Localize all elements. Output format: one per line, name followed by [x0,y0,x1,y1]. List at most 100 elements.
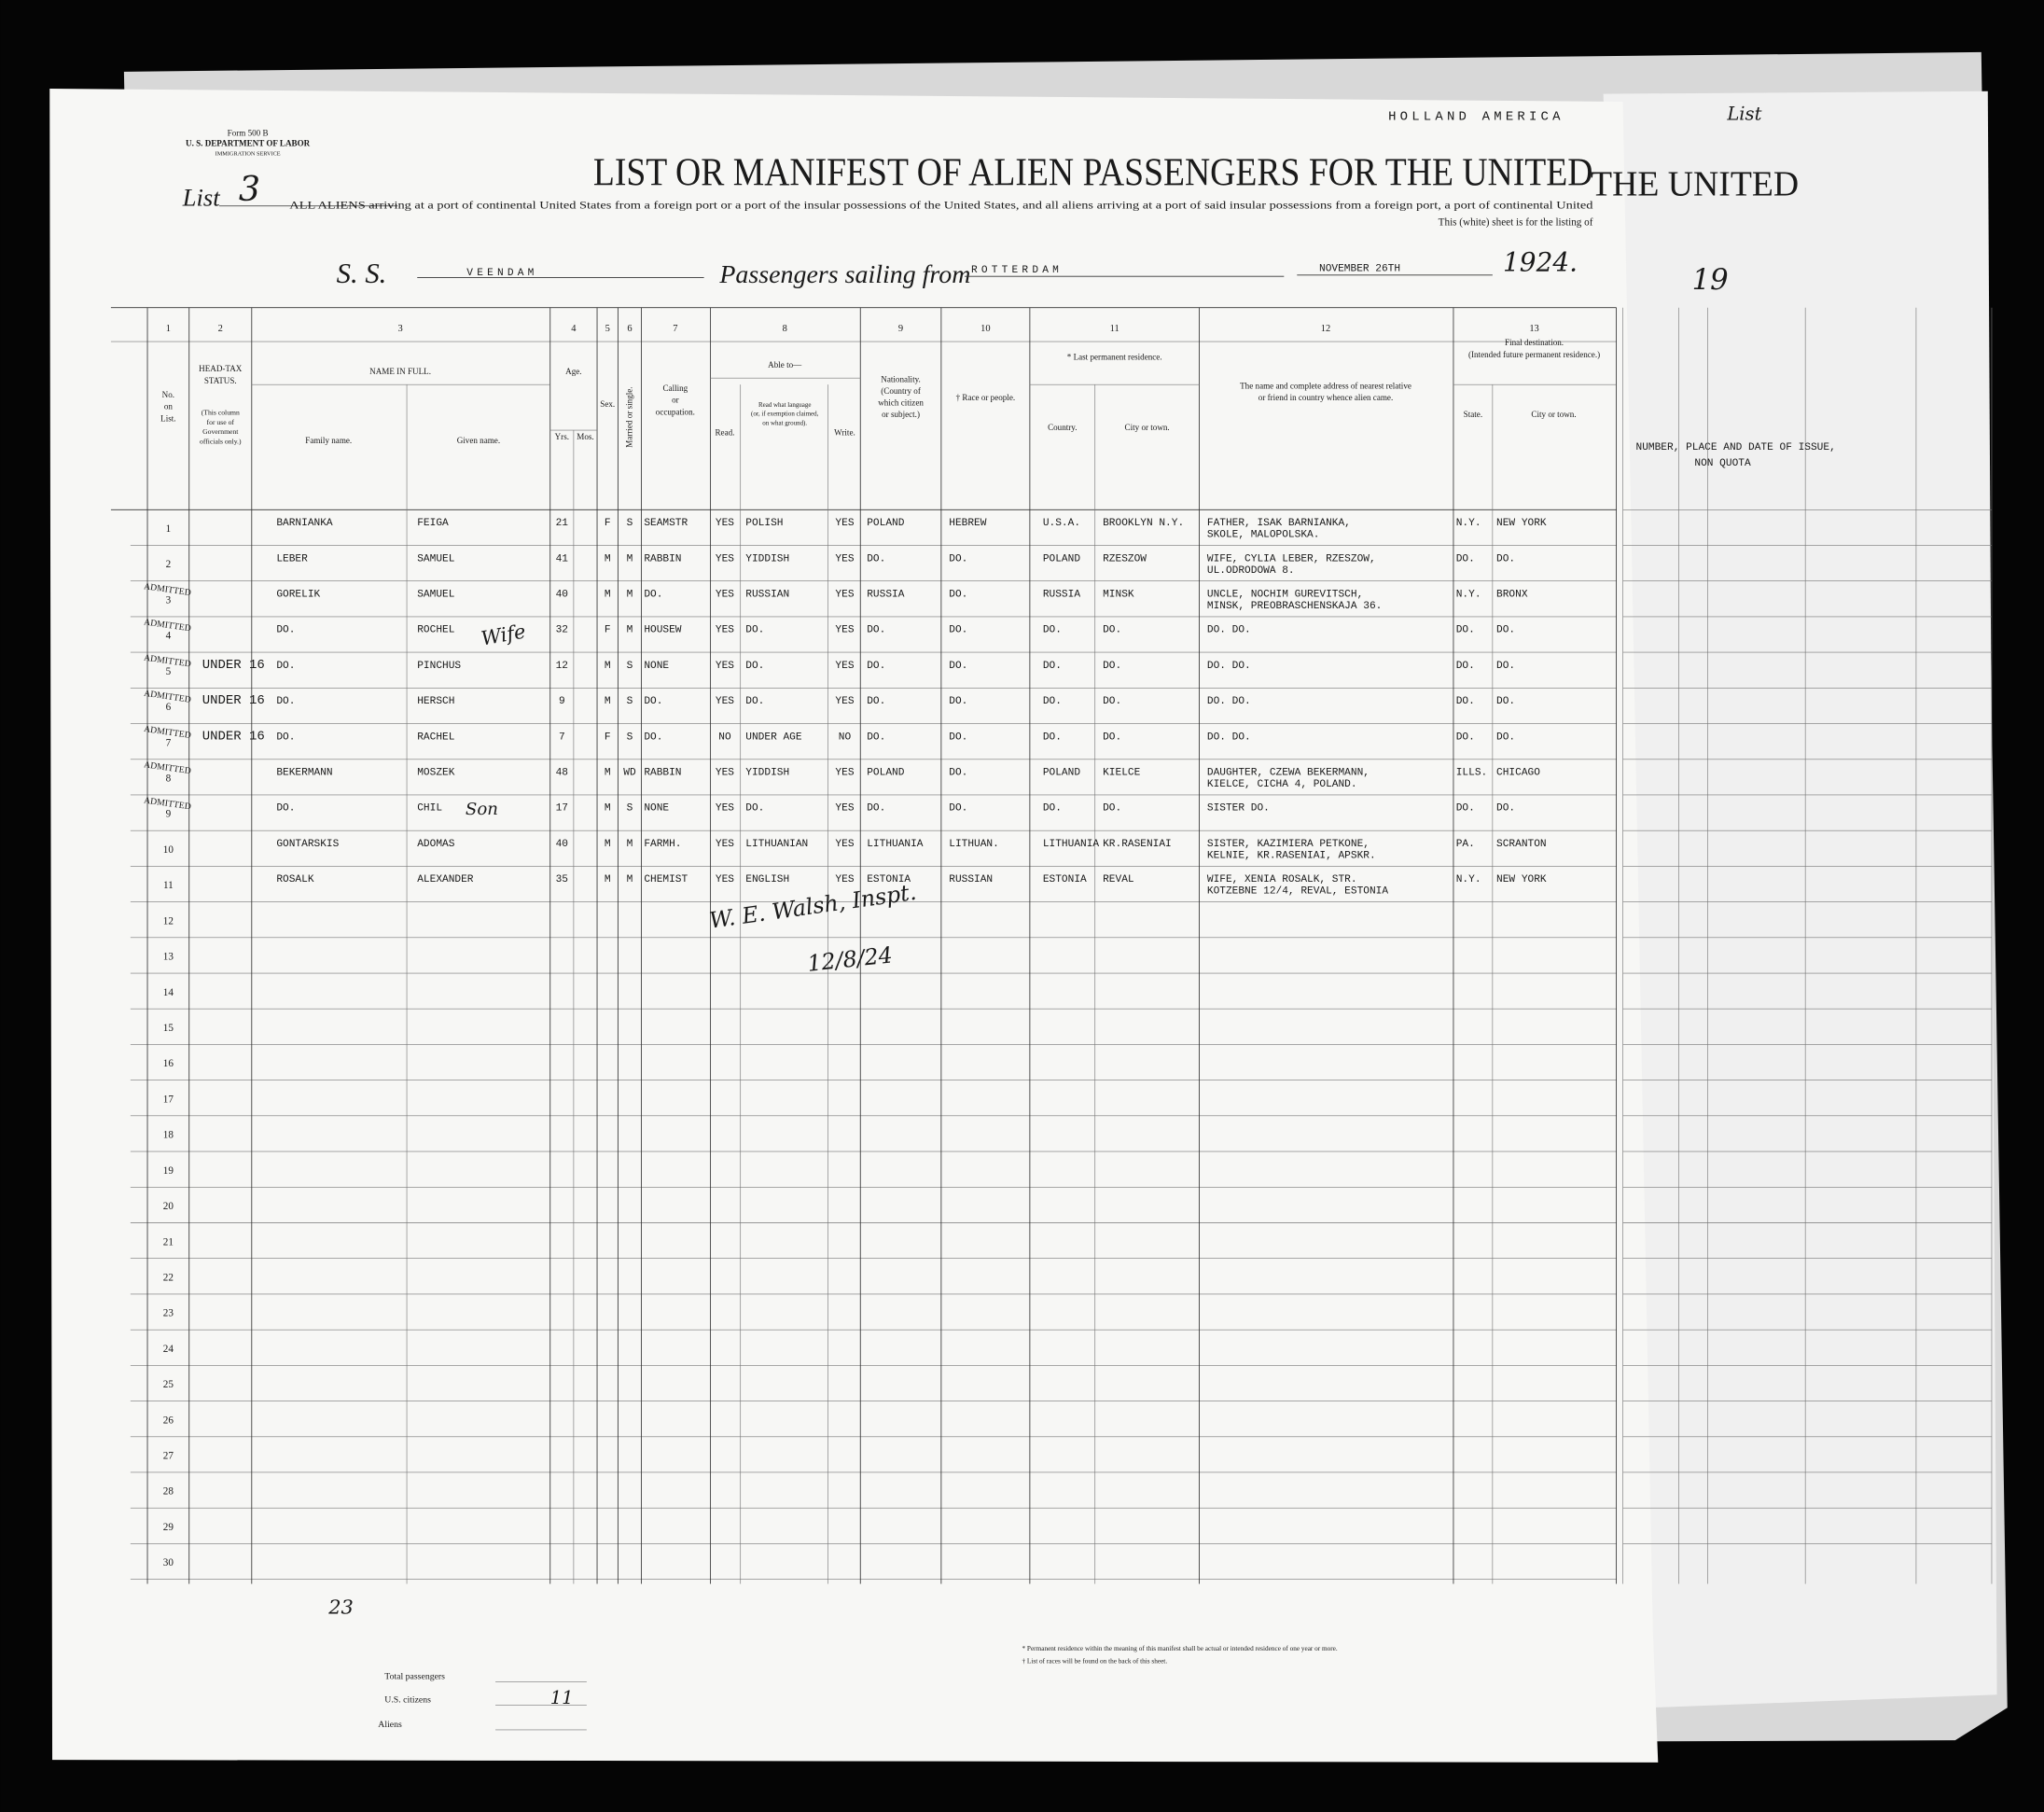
cell-city: MINSK [1103,589,1134,600]
department: U. S. DEPARTMENT OF LABOR [186,138,311,147]
column-number: 7 [673,324,677,334]
column-label: † Race or people. [956,393,1016,402]
cell-relative: WIFE, CYLIA LEBER, RZESZOW, [1207,553,1376,565]
cell-head-tax: UNDER 16 [202,658,265,673]
cell-sex: M [605,589,611,600]
cell-country: DO. [1043,696,1062,707]
cell-language: POLISH [745,518,783,529]
cell-yrs: 40 [556,589,569,600]
cell-dest-city: DO. [1496,661,1515,672]
subtitle-2: This (white) sheet is for the listing of [1439,217,1593,229]
cell-dest-city: CHICAGO [1496,768,1540,779]
cell-given: PINCHUS [417,661,461,672]
cell-race: DO. [949,625,967,636]
row-number: 3 [166,594,172,606]
cell-relative: DO. DO. [1207,661,1251,672]
cell-sex: F [605,732,611,743]
row-number: 16 [163,1058,174,1069]
cell-nationality: DO. [867,732,885,743]
column-sublabel: Yrs. [555,432,569,441]
cell-sex: M [605,803,611,815]
footer-note: † List of races will be found on the bac… [1022,1658,1168,1666]
cell-family: DO. [276,625,295,636]
column-number: 2 [218,324,223,334]
footer-count: 11 [550,1687,574,1708]
column-label: occupation. [656,407,695,416]
back-list-label: List [1726,104,1761,125]
cell-race: DO. [949,553,967,565]
cell-relative: KIELCE, CICHA 4, POLAND. [1207,779,1357,790]
column-label: or subject.) [882,410,920,419]
cell-relative: SISTER DO. [1207,803,1270,815]
cell-relative: WIFE, XENIA ROSALK, STR. [1207,874,1357,885]
cell-read: YES [716,874,734,885]
service: IMMIGRATION SERVICE [216,150,281,157]
cell-state: DO. [1456,803,1475,815]
column-number: 8 [783,324,787,334]
cell-state: ILLS. [1456,768,1487,779]
cell-race: DO. [949,661,967,672]
cell-city: DO. [1103,625,1121,636]
column-label: Calling [662,383,688,393]
row-number: 12 [163,915,174,927]
row-number: 15 [163,1023,174,1034]
row-number: 7 [166,737,172,748]
cell-sex: M [605,768,611,779]
cell-race: DO. [949,803,967,815]
cell-married: S [627,803,633,815]
cell-relative: KOTZEBNE 12/4, REVAL, ESTONIA [1207,886,1388,898]
column-label: or [672,396,679,405]
cell-race: DO. [949,589,967,600]
cell-married: M [627,839,633,850]
row-number: 20 [163,1201,174,1212]
cell-given: ADOMAS [417,839,454,850]
column-sublabel: Country. [1048,423,1077,432]
cell-family: GORELIK [276,589,320,600]
cell-race: RUSSIAN [949,874,993,885]
cell-family: DO. [276,696,295,707]
column-note: for use of [207,418,235,426]
column-label: List. [160,413,175,423]
cell-nationality: RUSSIA [867,589,904,600]
cell-occupation: SEAMSTR [644,518,688,529]
cell-sex: M [605,661,611,672]
cell-language: LITHUANIAN [745,839,808,850]
front-sheet [49,89,1659,1763]
cell-married: S [627,518,633,529]
row-number: 11 [163,880,174,891]
cell-country: U.S.A. [1043,518,1080,529]
cell-yrs: 40 [556,839,569,850]
cell-nationality: POLAND [867,768,904,779]
column-label: Able to— [768,360,802,369]
cell-state: DO. [1456,553,1475,565]
cell-dest-city: DO. [1496,625,1515,636]
cell-yrs: 21 [556,518,569,529]
cell-given: FEIGA [417,518,449,529]
cell-occupation: DO. [644,696,662,707]
cell-write: YES [835,803,854,815]
row-number: 19 [163,1165,174,1177]
column-number: 13 [1529,324,1538,334]
cell-married: WD [623,768,636,779]
cell-sex: M [605,874,611,885]
column-sublabel: City or town. [1531,410,1576,419]
column-label: Final destination. [1505,338,1564,347]
cell-relative: FATHER, ISAK BARNIANKA, [1207,518,1351,529]
date: NOVEMBER 26TH [1319,264,1400,275]
cell-given: MOSZEK [417,768,454,779]
cell-country: POLAND [1043,768,1080,779]
column-label: HEAD-TAX [199,364,243,373]
cell-state: N.Y. [1456,874,1481,885]
cell-nationality: DO. [867,696,885,707]
cell-married: M [627,625,633,636]
column-sublabel: State. [1464,410,1482,419]
cell-country: DO. [1043,661,1062,672]
column-number: 11 [1110,324,1119,334]
cell-relative: SKOLE, MALOPOLSKA. [1207,530,1320,541]
cell-city: DO. [1103,803,1121,815]
row-number: 6 [166,702,172,713]
cell-sex: F [605,518,611,529]
cell-occupation: DO. [644,732,662,743]
column-number: 4 [571,324,577,334]
column-label: on [164,402,174,411]
